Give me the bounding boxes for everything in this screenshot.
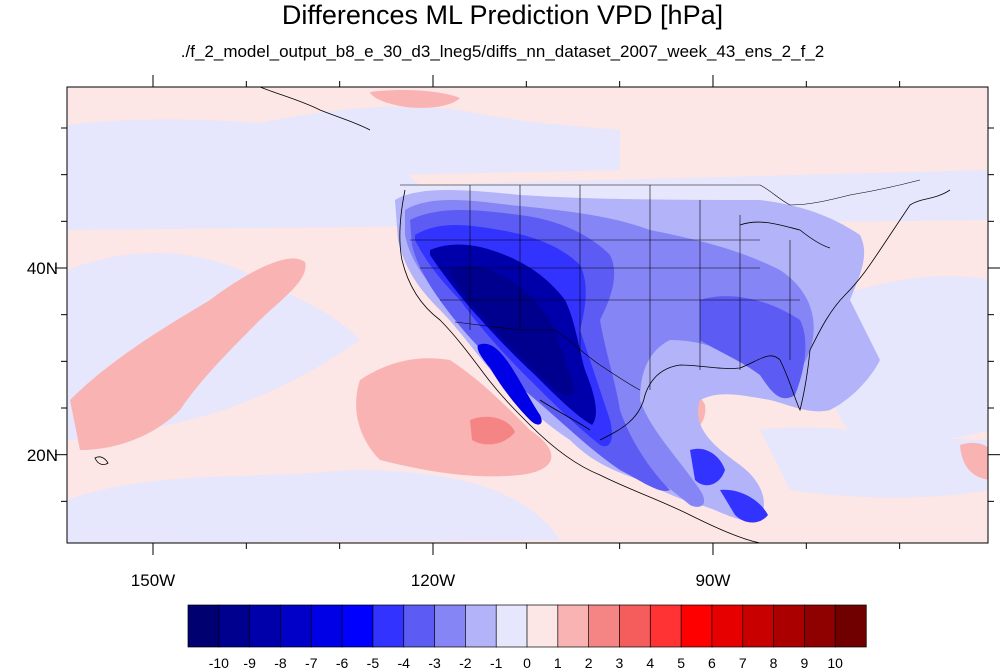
alaska-coast [259, 87, 371, 131]
colorbar-swatch [588, 604, 621, 648]
colorbar-swatch [526, 604, 559, 648]
state-borders [400, 179, 921, 391]
colorbar-swatch [280, 604, 312, 648]
colorbar-label: -4 [398, 655, 411, 671]
colorbar-label: -8 [274, 655, 287, 671]
colorbar-label: 8 [770, 655, 778, 671]
north-america-coast [399, 189, 951, 543]
lon-label-120w: 120W [411, 571, 455, 590]
field-neg-band-caribbean [760, 427, 988, 498]
colorbar-swatch [557, 604, 590, 648]
map-title: Differences ML Prediction VPD [hPa] [281, 0, 724, 30]
colorbar: -10 -9 -8 -7 -6 -5 -4 -3 -2 -1 0 1 2 3 4 5 6 7 8 9 10 [187, 604, 867, 671]
map-subtitle: ./f_2_model_output_b8_e_30_d3_lneg5/diff… [180, 42, 825, 61]
colorbar-swatch [649, 604, 682, 648]
colorbar-swatch [804, 604, 836, 648]
colorbar-label: 5 [677, 655, 685, 671]
field-warm-hawaii-band [70, 258, 306, 450]
field-warm-strong-spot [470, 416, 515, 445]
coastlines [94, 87, 951, 543]
field-warm-east-atlantic [960, 442, 988, 480]
lat-label-40n: 40N [27, 259, 58, 278]
colorbar-label: 1 [554, 655, 562, 671]
colorbar-swatch [372, 604, 405, 648]
field-warm-baja-offshore [356, 358, 552, 477]
colorbar-label: 2 [585, 655, 593, 671]
colorbar-swatch [711, 604, 744, 648]
field-neg-band-atlantic [826, 276, 988, 445]
great-lakes [739, 221, 831, 249]
colorbar-label: -5 [367, 655, 380, 671]
colorbar-swatch [680, 604, 713, 648]
difference-field [67, 87, 988, 543]
colorbar-swatch [341, 604, 374, 648]
colorbar-label: -6 [336, 655, 349, 671]
field-cool3-east [700, 296, 806, 399]
field-cool5-baja [477, 343, 542, 425]
colorbar-swatch [310, 604, 343, 648]
us-mexico-border [454, 321, 641, 391]
field-cool3-central-america [690, 448, 725, 486]
colorbar-label: 4 [646, 655, 654, 671]
colorbar-label: -1 [490, 655, 503, 671]
colorbar-label: -3 [428, 655, 441, 671]
colorbar-label: -9 [243, 655, 256, 671]
colorbar-label: 3 [616, 655, 624, 671]
colorbar-swatch [249, 604, 282, 648]
colorbar-label: 6 [708, 655, 716, 671]
colorbar-label: 10 [827, 655, 843, 671]
colorbar-label: 7 [739, 655, 747, 671]
colorbar-label: -10 [209, 655, 229, 671]
colorbar-label: 0 [523, 655, 531, 671]
colorbar-label: -7 [305, 655, 318, 671]
field-neg-band-northpacific [250, 106, 620, 175]
axis-ticks [55, 75, 1000, 555]
field-cool3-central-america-2 [720, 489, 768, 523]
lon-label-150w: 150W [131, 571, 175, 590]
colorbar-swatch [465, 604, 497, 648]
colorbar-swatch [495, 604, 528, 648]
colorbar-label: -2 [459, 655, 472, 671]
colorbar-swatch [773, 604, 806, 648]
field-neg-band-south [67, 470, 560, 543]
colorbar-swatch [434, 604, 467, 648]
colorbar-swatch [834, 604, 867, 648]
colorbar-label: 9 [800, 655, 808, 671]
hawaii-coast [94, 456, 109, 465]
colorbar-swatch [619, 604, 651, 648]
colorbar-swatch [218, 604, 251, 648]
lat-label-20n: 20N [27, 446, 58, 465]
lon-label-90w: 90W [696, 571, 731, 590]
colorbar-swatch [187, 604, 220, 648]
us-canada-border [400, 179, 921, 206]
field-warm-northpacific [370, 90, 460, 108]
colorbar-swatch [403, 604, 436, 648]
field-cool7-core [450, 266, 575, 396]
colorbar-swatch [742, 604, 775, 648]
